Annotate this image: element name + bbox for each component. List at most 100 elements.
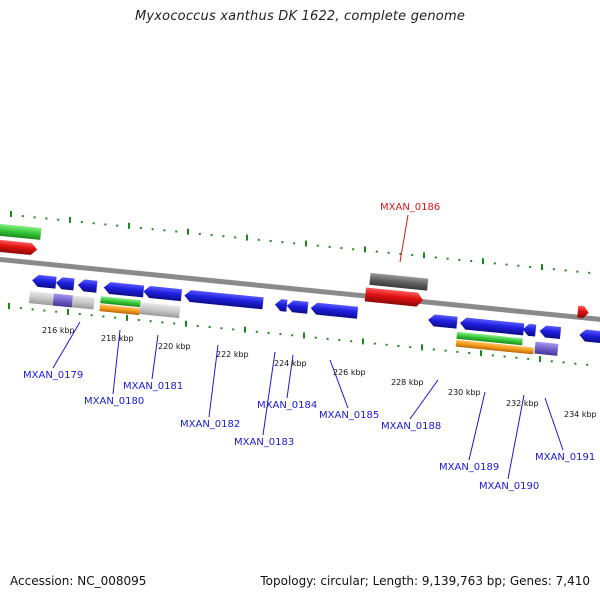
gene-MXAN-0179a[interactable] <box>32 274 57 289</box>
minor-tick <box>92 222 95 225</box>
gene-MXAN-0181a[interactable] <box>103 281 145 298</box>
major-tick <box>244 326 246 333</box>
gene-label: MXAN_0183 <box>234 437 294 448</box>
tick-label: 216 kbp <box>42 326 75 335</box>
leader-line <box>329 359 349 409</box>
major-tick <box>364 246 366 253</box>
major-tick <box>246 234 248 241</box>
minor-tick <box>586 363 589 366</box>
feature-gray-0181[interactable] <box>139 302 181 319</box>
map-title: Myxococcus xanthus DK 1622, complete gen… <box>134 9 466 24</box>
leader-line <box>409 379 439 420</box>
minor-tick <box>411 254 414 257</box>
tick-label: 226 kbp <box>333 368 366 377</box>
major-tick <box>126 314 128 321</box>
gene-MXAN-0188[interactable] <box>428 314 458 329</box>
feature-green-0180[interactable] <box>100 296 141 308</box>
minor-tick <box>564 269 567 272</box>
gene-label: MXAN_0185 <box>319 410 379 421</box>
minor-tick <box>446 257 449 260</box>
minor-tick <box>387 251 390 254</box>
minor-tick <box>161 321 164 324</box>
minor-tick <box>432 348 435 351</box>
genome-summary-text: Topology: circular; Length: 9,139,763 bp… <box>260 574 590 588</box>
minor-tick <box>328 245 331 248</box>
leader-line <box>399 214 409 263</box>
minor-tick <box>255 330 258 333</box>
minor-tick <box>574 362 577 365</box>
major-tick <box>67 308 69 315</box>
minor-tick <box>232 328 235 331</box>
leader-line <box>52 321 81 369</box>
major-tick <box>185 320 187 327</box>
leader-line <box>468 391 486 461</box>
tick-label: 224 kbp <box>274 359 307 368</box>
minor-tick <box>19 307 22 310</box>
feature-orange-0189[interactable] <box>455 339 534 355</box>
minor-tick <box>269 239 272 242</box>
major-tick <box>187 228 189 235</box>
minor-tick <box>43 309 46 312</box>
minor-tick <box>137 318 140 321</box>
gene-MXAN-0181b[interactable] <box>143 285 182 302</box>
minor-tick <box>456 350 459 353</box>
feature-green-top[interactable] <box>0 223 42 240</box>
minor-tick <box>33 216 36 219</box>
minor-tick <box>220 327 223 330</box>
gene-MXAN-0184[interactable] <box>286 300 309 314</box>
gene-MXAN-0180[interactable] <box>77 279 98 293</box>
minor-tick <box>116 224 119 227</box>
tick-label: 222 kbp <box>216 350 249 359</box>
minor-tick <box>291 334 294 337</box>
feature-green-0189[interactable] <box>456 331 523 346</box>
minor-tick <box>257 238 260 241</box>
genome-backbone <box>0 255 600 326</box>
minor-tick <box>80 221 83 224</box>
major-tick <box>8 303 10 309</box>
feature-orange-0180[interactable] <box>99 304 140 316</box>
major-tick <box>421 344 423 351</box>
gene-red-right-edge[interactable] <box>577 305 589 319</box>
major-tick <box>69 216 71 223</box>
feature-purple-0179[interactable] <box>52 293 73 308</box>
gene-label: MXAN_0189 <box>439 462 499 473</box>
minor-tick <box>527 357 530 360</box>
minor-tick <box>350 340 353 343</box>
minor-tick <box>444 349 447 352</box>
minor-tick <box>562 361 565 364</box>
gene-MXAN-0182[interactable] <box>184 290 264 310</box>
leader-line <box>112 329 121 395</box>
gene-MXAN-0189[interactable] <box>459 317 525 336</box>
leader-line <box>262 351 276 436</box>
leader-line <box>286 354 294 399</box>
minor-tick <box>550 360 553 363</box>
gene-label: MXAN_0179 <box>23 370 83 381</box>
gene-blue-right-edge[interactable] <box>579 329 600 344</box>
gene-MXAN-0190[interactable] <box>522 323 537 337</box>
minor-tick <box>31 308 34 311</box>
feature-purple-0190[interactable] <box>534 341 559 356</box>
minor-tick <box>55 310 58 313</box>
minor-tick <box>104 223 107 226</box>
leader-line <box>208 344 219 418</box>
major-tick <box>303 332 305 339</box>
major-tick <box>128 222 130 229</box>
minor-tick <box>175 230 178 233</box>
minor-tick <box>57 218 60 221</box>
gene-label: MXAN_0188 <box>381 421 441 432</box>
minor-tick <box>468 352 471 355</box>
gene-MXAN-0183[interactable] <box>274 299 288 312</box>
major-tick <box>541 264 543 271</box>
gene-red-top-left[interactable] <box>0 239 38 256</box>
gene-label: MXAN_0186 <box>380 202 440 213</box>
gene-MXAN-0186[interactable] <box>364 287 424 307</box>
feature-dark-gray-0186[interactable] <box>369 272 429 291</box>
minor-tick <box>517 264 520 267</box>
tick-label: 234 kbp <box>564 410 597 419</box>
minor-tick <box>90 314 93 317</box>
gene-MXAN-0185[interactable] <box>310 302 359 319</box>
gene-MXAN-0179b[interactable] <box>55 277 75 291</box>
gene-MXAN-0191[interactable] <box>539 325 562 340</box>
major-tick <box>482 258 484 265</box>
